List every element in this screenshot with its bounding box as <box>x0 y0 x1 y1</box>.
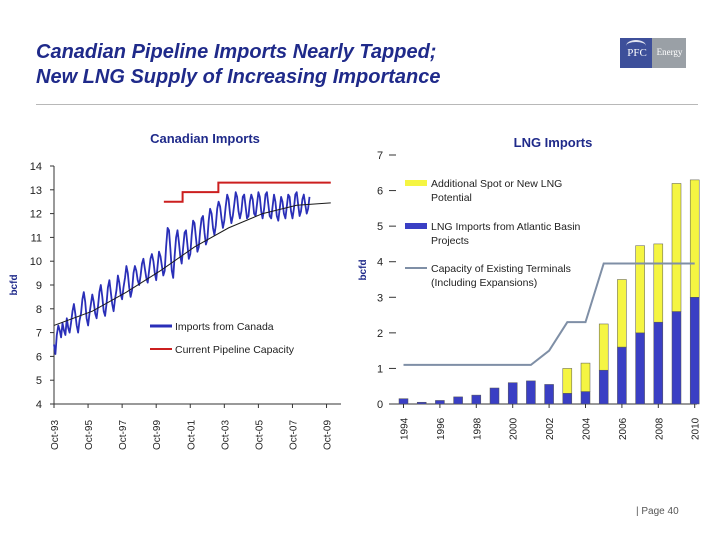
page-title: Canadian Pipeline Imports Nearly Tapped;… <box>36 40 441 90</box>
y-tick-label: 6 <box>377 186 383 198</box>
x-tick-label: Oct-05 <box>254 420 265 450</box>
y-axis-label: bcfd <box>358 259 369 280</box>
bar-additional-spot-2007 <box>635 245 645 334</box>
legend-label-additional-1: Additional Spot or New LNG <box>431 178 562 190</box>
bar-atlantic-basin-2006 <box>617 346 627 405</box>
title-divider <box>36 104 698 105</box>
bar-atlantic-basin-1999 <box>489 387 500 405</box>
x-tick-label: 1998 <box>472 417 483 440</box>
bar-atlantic-basin-2010 <box>689 297 700 405</box>
bar-additional-spot-2006 <box>617 279 627 348</box>
bar-atlantic-basin-1997 <box>453 396 463 405</box>
series-current-pipeline-capacity <box>163 181 331 203</box>
y-tick-label: 10 <box>30 256 42 268</box>
legend-label-terminals-2: (Including Expansions) <box>431 277 537 289</box>
y-tick-label: 5 <box>377 221 383 233</box>
y-tick-label: 9 <box>36 280 42 292</box>
series-trend-line <box>53 202 331 326</box>
x-tick-label: 2000 <box>509 417 520 440</box>
x-tick-label: 1996 <box>436 417 447 440</box>
legend-swatch-atlantic <box>405 223 427 229</box>
y-tick-label: 3 <box>377 292 383 304</box>
bar-additional-spot-2008 <box>653 243 664 323</box>
bar-atlantic-basin-2007 <box>635 332 645 405</box>
x-tick-label: Oct-03 <box>220 420 231 450</box>
legend-label-atlantic-2: Projects <box>431 235 469 247</box>
bar-atlantic-basin-2004 <box>580 391 591 405</box>
x-tick-label: Oct-97 <box>118 420 129 450</box>
y-tick-label: 4 <box>36 399 42 411</box>
bar-additional-spot-2005 <box>598 323 609 371</box>
x-tick-label: 2006 <box>618 417 629 440</box>
x-tick-label: 2004 <box>582 417 593 440</box>
series-capacity-existing-terminals <box>403 262 695 366</box>
y-tick-label: 13 <box>30 185 42 197</box>
y-axis-label: bcfd <box>9 274 20 295</box>
x-tick-label: 2008 <box>654 417 665 440</box>
x-tick-label: Oct-95 <box>84 420 95 450</box>
y-tick-label: 4 <box>377 257 383 269</box>
y-tick-label: 12 <box>30 209 42 221</box>
bar-atlantic-basin-2002 <box>544 384 554 405</box>
y-tick-label: 8 <box>36 304 42 316</box>
canadian-imports-chart: Canadian Imports bcfd 4 5 6 7 8 9 10 11 12 13 14 Oct-… <box>9 131 341 450</box>
bar-atlantic-basin-1998 <box>471 394 482 405</box>
bar-atlantic-basin-1994 <box>398 398 409 405</box>
y-tick-label: 11 <box>31 232 42 244</box>
page-number: | Page 40 <box>636 506 679 517</box>
logo-swoosh-icon <box>626 40 646 52</box>
y-tick-label: 7 <box>377 150 383 162</box>
legend-label-imports: Imports from Canada <box>175 321 274 333</box>
x-tick-label: 1994 <box>400 417 411 440</box>
bar-additional-spot-2009 <box>671 183 682 312</box>
bar-additional-spot-2003 <box>562 368 573 394</box>
series-imports-from-canada <box>53 191 311 355</box>
bar-atlantic-basin-2000 <box>507 382 518 405</box>
x-tick-label: 2010 <box>691 417 702 440</box>
bar-additional-spot-2010 <box>689 179 700 298</box>
chart-title: Canadian Imports <box>150 131 260 146</box>
logo-text-right: Energy <box>656 47 683 57</box>
x-tick-label: Oct-09 <box>323 420 334 450</box>
x-tick-label: Oct-01 <box>186 420 197 450</box>
y-tick-label: 1 <box>377 363 383 375</box>
bar-additional-spot-2004 <box>580 362 591 392</box>
y-tick-label: 0 <box>377 399 383 411</box>
company-logo: PFC Energy <box>620 38 686 68</box>
y-tick-label: 14 <box>30 161 42 173</box>
bar-atlantic-basin-2001 <box>526 380 536 405</box>
y-tick-label: 5 <box>36 375 42 387</box>
x-tick-label: Oct-93 <box>50 420 61 450</box>
bar-atlantic-basin-1996 <box>435 400 445 405</box>
bar-atlantic-basin-2005 <box>598 369 609 405</box>
legend-label-additional-2: Potential <box>431 192 472 204</box>
y-tick-label: 7 <box>36 328 42 340</box>
title-line-1: Canadian Pipeline Imports Nearly Tapped; <box>36 41 437 63</box>
legend-label-terminals-1: Capacity of Existing Terminals <box>431 263 571 275</box>
bar-atlantic-basin-1995 <box>416 401 427 405</box>
logo-text-left: PFC <box>627 47 647 59</box>
title-line-2: New LNG Supply of Increasing Importance <box>36 66 441 88</box>
logo-gray-block <box>652 38 686 68</box>
x-tick-label: Oct-07 <box>288 420 299 450</box>
x-tick-label: Oct-99 <box>152 420 163 450</box>
bar-atlantic-basin-2008 <box>653 321 664 405</box>
bar-atlantic-basin-2009 <box>671 311 682 405</box>
legend-swatch-additional <box>405 180 427 186</box>
chart-title: LNG Imports <box>514 135 593 150</box>
y-tick-label: 6 <box>36 351 42 363</box>
x-tick-label: 2002 <box>545 417 556 440</box>
y-tick-label: 2 <box>377 328 383 340</box>
bar-atlantic-basin-2003 <box>562 393 573 405</box>
legend-label-atlantic-1: LNG Imports from Atlantic Basin <box>431 221 581 233</box>
legend-label-capacity: Current Pipeline Capacity <box>175 344 295 356</box>
